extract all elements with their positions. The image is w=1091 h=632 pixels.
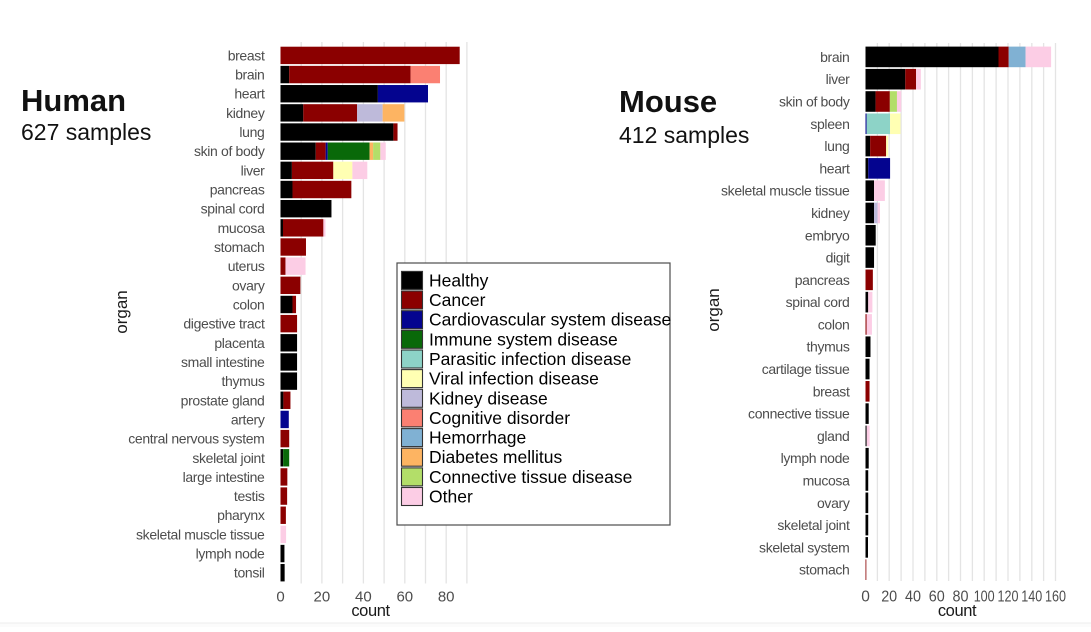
svg-text:spinal cord: spinal cord xyxy=(201,201,265,217)
svg-text:breast: breast xyxy=(228,47,265,63)
svg-text:digit: digit xyxy=(826,250,850,266)
svg-text:Other: Other xyxy=(429,487,473,507)
svg-text:lymph node: lymph node xyxy=(781,450,850,466)
svg-text:skeletal joint: skeletal joint xyxy=(777,517,850,533)
svg-text:mucosa: mucosa xyxy=(803,473,850,489)
svg-text:0: 0 xyxy=(861,589,870,606)
svg-text:20: 20 xyxy=(314,589,331,606)
svg-text:Human: Human xyxy=(21,83,126,118)
svg-text:stomach: stomach xyxy=(799,562,849,578)
svg-text:skin of body: skin of body xyxy=(779,94,850,110)
svg-text:embryo: embryo xyxy=(805,227,850,243)
svg-text:60: 60 xyxy=(929,589,945,606)
svg-text:412 samples: 412 samples xyxy=(619,122,749,148)
svg-text:gland: gland xyxy=(817,428,850,444)
svg-text:Kidney disease: Kidney disease xyxy=(429,388,548,408)
svg-text:80: 80 xyxy=(953,589,969,606)
svg-text:heart: heart xyxy=(819,160,850,176)
svg-text:brain: brain xyxy=(820,49,849,65)
svg-text:ovary: ovary xyxy=(817,495,850,511)
svg-text:kidney: kidney xyxy=(226,105,265,121)
svg-text:60: 60 xyxy=(396,589,413,606)
svg-text:0: 0 xyxy=(276,589,284,606)
svg-text:placenta: placenta xyxy=(214,335,265,351)
svg-text:40: 40 xyxy=(355,589,372,606)
svg-text:digestive tract: digestive tract xyxy=(183,316,265,332)
svg-text:skeletal joint: skeletal joint xyxy=(192,450,265,466)
svg-text:breast: breast xyxy=(813,383,850,399)
svg-text:40: 40 xyxy=(905,589,921,606)
svg-text:tonsil: tonsil xyxy=(234,565,265,581)
svg-text:brain: brain xyxy=(235,67,264,83)
svg-text:liver: liver xyxy=(826,71,851,87)
svg-text:160: 160 xyxy=(1045,589,1066,606)
svg-text:skeletal system: skeletal system xyxy=(759,539,849,555)
svg-text:Cardiovascular system disease: Cardiovascular system disease xyxy=(429,310,671,330)
svg-text:liver: liver xyxy=(241,162,266,178)
svg-text:organ: organ xyxy=(704,288,723,331)
svg-text:pancreas: pancreas xyxy=(210,182,265,198)
svg-text:prostate gland: prostate gland xyxy=(181,392,265,408)
svg-text:pancreas: pancreas xyxy=(795,272,850,288)
svg-text:mucosa: mucosa xyxy=(218,220,265,236)
svg-text:lymph node: lymph node xyxy=(196,546,265,562)
svg-text:Mouse: Mouse xyxy=(619,84,717,119)
svg-text:colon: colon xyxy=(233,297,265,313)
svg-text:count: count xyxy=(938,602,977,620)
svg-text:pharynx: pharynx xyxy=(217,507,265,523)
svg-text:small intestine: small intestine xyxy=(181,354,265,370)
svg-text:organ: organ xyxy=(112,290,131,333)
svg-text:testis: testis xyxy=(234,488,265,504)
svg-text:spleen: spleen xyxy=(810,116,849,132)
svg-text:large intestine: large intestine xyxy=(183,469,265,485)
svg-text:140: 140 xyxy=(1021,589,1042,606)
svg-text:skin of body: skin of body xyxy=(194,143,265,159)
svg-text:ovary: ovary xyxy=(232,277,265,293)
svg-text:120: 120 xyxy=(998,589,1019,606)
svg-text:80: 80 xyxy=(438,589,455,606)
svg-text:Healthy: Healthy xyxy=(429,270,489,290)
svg-text:count: count xyxy=(351,602,390,620)
svg-text:Hemorrhage: Hemorrhage xyxy=(429,428,526,448)
svg-text:colon: colon xyxy=(818,316,850,332)
svg-text:skeletal muscle tissue: skeletal muscle tissue xyxy=(721,183,850,199)
svg-text:artery: artery xyxy=(231,411,265,427)
svg-text:20: 20 xyxy=(881,589,897,606)
svg-text:Connective tissue disease: Connective tissue disease xyxy=(429,467,632,487)
svg-text:stomach: stomach xyxy=(214,239,264,255)
svg-text:skeletal muscle tissue: skeletal muscle tissue xyxy=(136,526,265,542)
svg-text:cartilage tissue: cartilage tissue xyxy=(762,361,850,377)
svg-text:Immune system disease: Immune system disease xyxy=(429,329,618,349)
svg-text:lung: lung xyxy=(239,124,264,140)
svg-text:Cognitive disorder: Cognitive disorder xyxy=(429,408,570,428)
svg-text:connective tissue: connective tissue xyxy=(748,406,850,422)
svg-text:uterus: uterus xyxy=(228,258,265,274)
svg-text:Parasitic infection disease: Parasitic infection disease xyxy=(429,349,631,369)
svg-text:kidney: kidney xyxy=(811,205,850,221)
svg-text:Diabetes mellitus: Diabetes mellitus xyxy=(429,447,562,467)
svg-text:627 samples: 627 samples xyxy=(21,119,151,145)
svg-text:Cancer: Cancer xyxy=(429,290,486,310)
svg-text:central nervous system: central nervous system xyxy=(128,431,264,447)
svg-text:Viral infection disease: Viral infection disease xyxy=(429,369,599,389)
svg-text:100: 100 xyxy=(974,589,995,606)
svg-text:thymus: thymus xyxy=(806,339,849,355)
svg-text:lung: lung xyxy=(824,138,849,154)
svg-text:thymus: thymus xyxy=(221,373,264,389)
svg-text:spinal cord: spinal cord xyxy=(786,294,850,310)
svg-text:heart: heart xyxy=(234,86,265,102)
